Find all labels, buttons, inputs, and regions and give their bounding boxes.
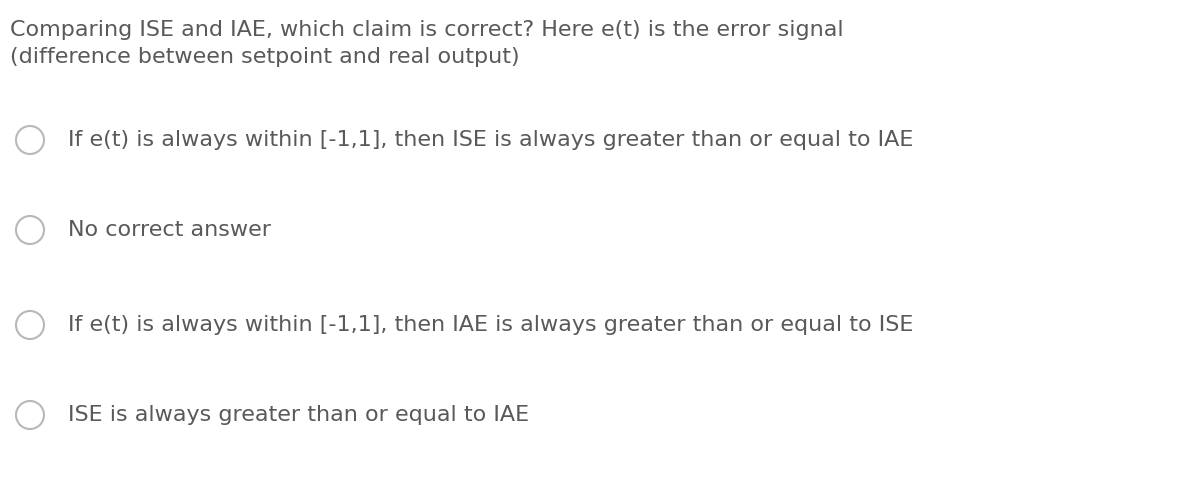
Text: Comparing ISE and IAE, which claim is correct? Here e(t) is the error signal
(di: Comparing ISE and IAE, which claim is co… xyxy=(10,20,844,67)
Ellipse shape xyxy=(16,311,44,339)
Text: No correct answer: No correct answer xyxy=(68,220,271,240)
Ellipse shape xyxy=(16,126,44,154)
Text: ISE is always greater than or equal to IAE: ISE is always greater than or equal to I… xyxy=(68,405,529,425)
Ellipse shape xyxy=(16,401,44,429)
Ellipse shape xyxy=(16,216,44,244)
Text: If e(t) is always within [-1,1], then ISE is always greater than or equal to IAE: If e(t) is always within [-1,1], then IS… xyxy=(68,130,913,150)
Text: If e(t) is always within [-1,1], then IAE is always greater than or equal to ISE: If e(t) is always within [-1,1], then IA… xyxy=(68,315,913,335)
